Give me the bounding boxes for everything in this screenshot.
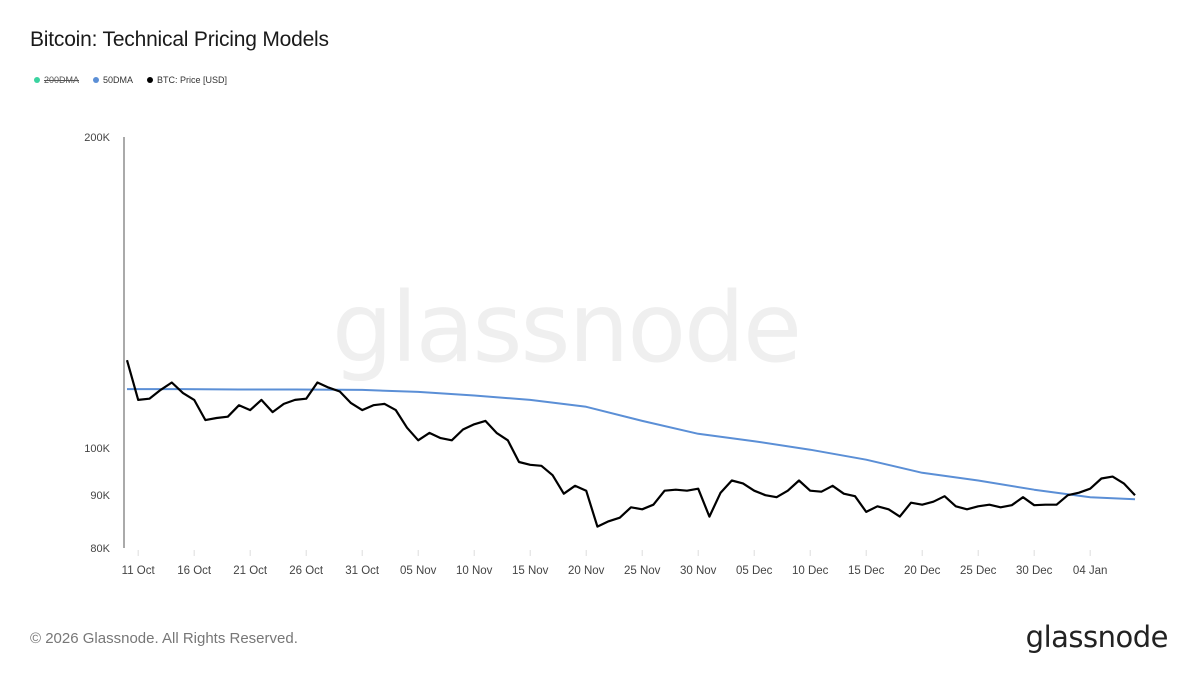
- x-tick-label: 21 Oct: [233, 565, 268, 577]
- x-axis: 11 Oct 16 Oct 21 Oct 26 Oct 31 Oct 05 Nov 10 N…: [122, 550, 1108, 577]
- x-tick-label: 25 Dec: [960, 565, 997, 577]
- y-tick-label: 80K: [90, 543, 110, 555]
- legend-label: 200DMA: [44, 75, 80, 85]
- legend-label: 50DMA: [103, 75, 134, 85]
- legend-label: BTC: Price [USD]: [157, 75, 228, 85]
- legend-dot-icon: [93, 77, 100, 83]
- legend-item-50dma[interactable]: 50DMA: [93, 75, 133, 85]
- x-tick-label: 15 Nov: [512, 565, 549, 577]
- legend-item-200dma[interactable]: 200DMA: [34, 75, 79, 85]
- x-tick-label: 04 Jan: [1073, 565, 1108, 577]
- x-tick-label: 30 Nov: [680, 565, 717, 577]
- x-tick-label: 31 Oct: [345, 565, 380, 577]
- copyright-text: © 2026 Glassnode. All Rights Reserved.: [30, 630, 298, 647]
- legend-item-btc-price[interactable]: BTC: Price [USD]: [147, 75, 227, 85]
- x-tick-label: 05 Nov: [400, 565, 437, 577]
- x-tick-label: 15 Dec: [848, 565, 885, 577]
- x-tick-label: 30 Dec: [1016, 565, 1053, 577]
- y-tick-label: 90K: [90, 490, 110, 502]
- legend-dot-icon: [34, 77, 40, 83]
- x-tick-label: 10 Dec: [792, 565, 829, 577]
- series-lines: [125, 359, 1136, 528]
- x-tick-label: 20 Nov: [568, 565, 605, 577]
- y-axis: 80K 90K 100K 200K: [84, 132, 125, 555]
- x-tick-label: 16 Oct: [177, 565, 212, 577]
- x-tick-label: 20 Dec: [904, 565, 941, 577]
- x-tick-label: 11 Oct: [122, 565, 156, 577]
- btc-price-line: [125, 359, 1136, 528]
- chart-title: Bitcoin: Technical Pricing Models: [30, 28, 329, 51]
- legend: 200DMA 50DMA BTC: Price [USD]: [34, 75, 227, 85]
- x-tick-label: 25 Nov: [624, 565, 661, 577]
- x-tick-label: 05 Dec: [736, 565, 773, 577]
- x-tick-label: 26 Oct: [289, 565, 324, 577]
- x-tick-label: 10 Nov: [456, 565, 493, 577]
- y-tick-label: 200K: [84, 132, 110, 144]
- y-tick-label: 100K: [84, 443, 110, 455]
- 50dma-line: [127, 388, 1136, 501]
- legend-dot-icon: [147, 77, 154, 83]
- glassnode-logo[interactable]: glassnode: [1025, 620, 1169, 654]
